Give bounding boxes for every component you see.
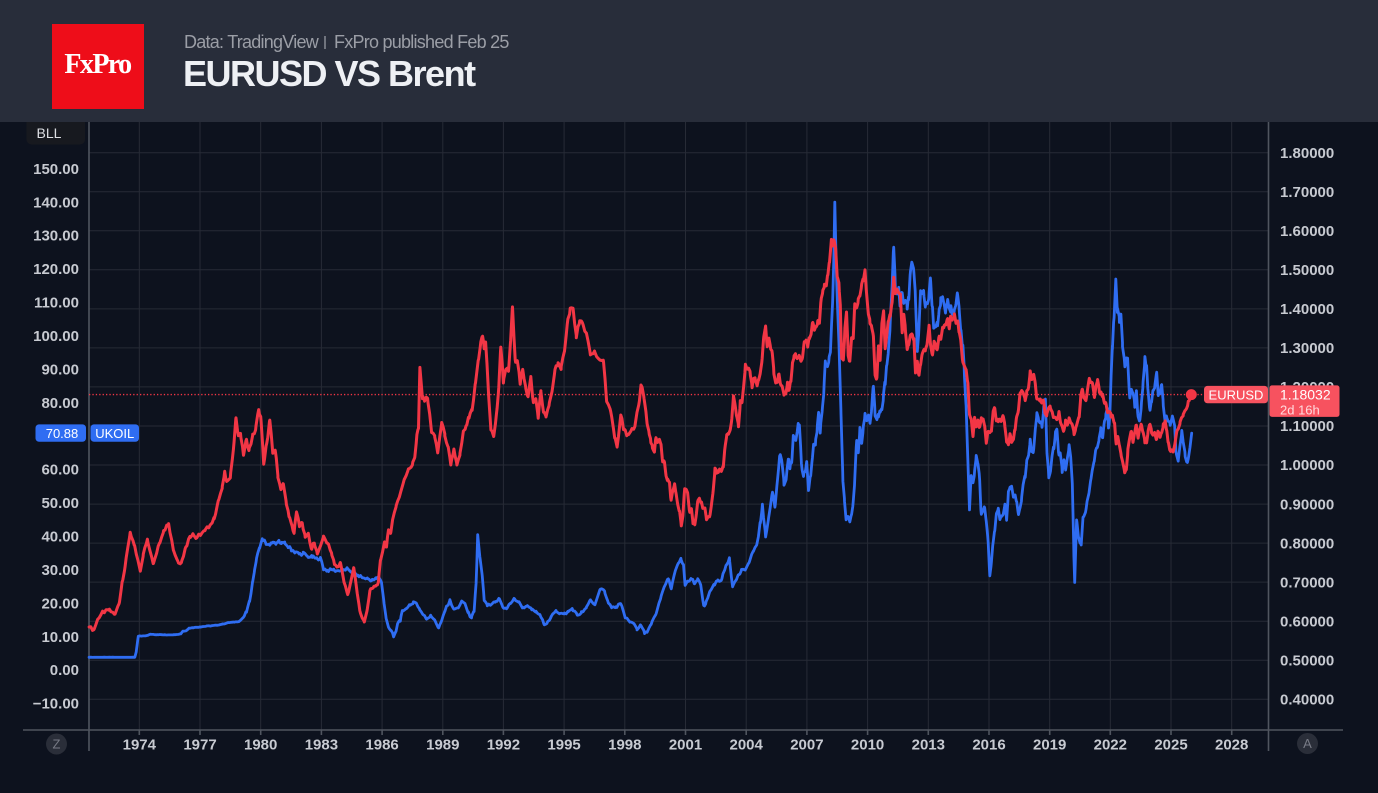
svg-text:50.00: 50.00 [41,495,79,512]
svg-text:140.00: 140.00 [33,194,79,211]
svg-text:0.80000: 0.80000 [1280,535,1334,552]
svg-text:130.00: 130.00 [33,228,79,245]
svg-text:1983: 1983 [305,737,338,754]
svg-text:1.40000: 1.40000 [1280,301,1334,318]
svg-text:2013: 2013 [912,737,945,754]
svg-text:150.00: 150.00 [33,161,79,178]
svg-text:2025: 2025 [1154,737,1187,754]
svg-text:0.90000: 0.90000 [1280,496,1334,513]
svg-text:1.50000: 1.50000 [1280,262,1334,279]
svg-text:−10.00: −10.00 [33,696,79,713]
svg-text:30.00: 30.00 [41,562,79,579]
svg-text:0.70000: 0.70000 [1280,574,1334,591]
svg-text:1.70000: 1.70000 [1280,184,1334,201]
svg-text:80.00: 80.00 [41,395,79,412]
svg-text:1989: 1989 [426,737,459,754]
svg-text:2001: 2001 [669,737,702,754]
svg-text:110.00: 110.00 [34,295,79,312]
svg-text:2d 16h: 2d 16h [1280,402,1320,417]
svg-text:1998: 1998 [608,737,641,754]
svg-text:120.00: 120.00 [33,261,79,278]
svg-text:EURUSD: EURUSD [1209,387,1264,402]
svg-text:0.40000: 0.40000 [1280,692,1334,709]
svg-text:1.18032: 1.18032 [1280,387,1331,403]
svg-text:2004: 2004 [730,737,764,754]
svg-text:Z: Z [53,737,61,752]
svg-text:40.00: 40.00 [41,529,79,546]
svg-text:1992: 1992 [487,737,520,754]
svg-text:0.60000: 0.60000 [1280,613,1334,630]
svg-text:2022: 2022 [1094,737,1127,754]
svg-text:2028: 2028 [1215,737,1248,754]
svg-text:1.00000: 1.00000 [1280,457,1334,474]
svg-text:2016: 2016 [972,737,1005,754]
svg-text:1.80000: 1.80000 [1280,145,1334,162]
svg-text:BLL: BLL [37,125,62,141]
svg-text:0.00: 0.00 [50,662,79,679]
svg-text:60.00: 60.00 [41,462,79,479]
svg-text:2007: 2007 [790,737,823,754]
svg-text:2019: 2019 [1033,737,1066,754]
svg-text:1974: 1974 [123,737,157,754]
svg-text:1986: 1986 [365,737,398,754]
svg-text:1995: 1995 [547,737,580,754]
svg-text:1.30000: 1.30000 [1280,340,1334,357]
svg-text:100.00: 100.00 [33,328,79,345]
svg-text:UKOIL: UKOIL [95,426,134,441]
svg-text:10.00: 10.00 [41,629,79,646]
svg-text:1.60000: 1.60000 [1280,223,1334,240]
svg-text:70.88: 70.88 [46,426,79,441]
svg-text:20.00: 20.00 [41,595,79,612]
svg-text:0.50000: 0.50000 [1280,652,1334,669]
svg-text:1.10000: 1.10000 [1280,418,1334,435]
svg-text:A: A [1303,736,1312,751]
svg-text:1980: 1980 [244,737,277,754]
svg-text:1977: 1977 [183,737,216,754]
svg-text:2010: 2010 [851,737,884,754]
svg-text:90.00: 90.00 [41,361,79,378]
